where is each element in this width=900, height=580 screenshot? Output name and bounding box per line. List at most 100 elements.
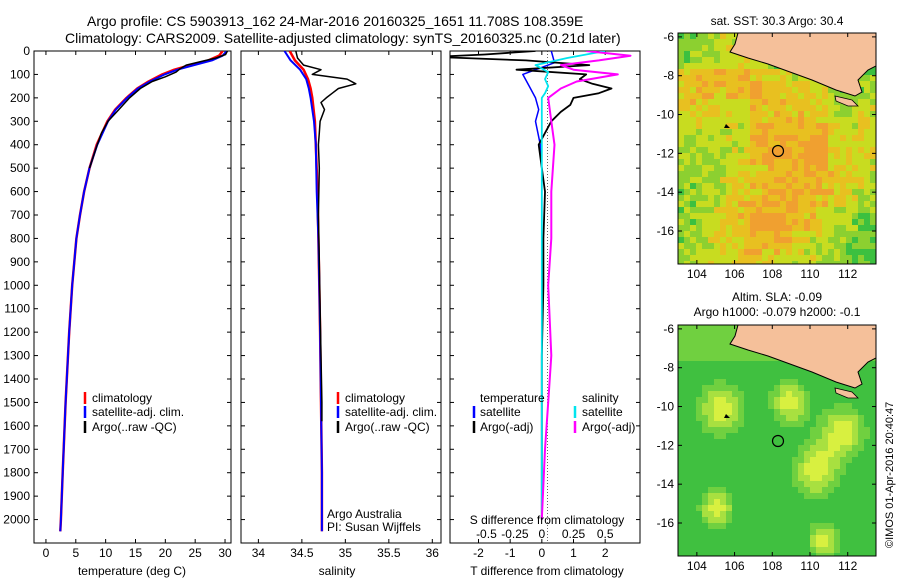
map-cell bbox=[768, 421, 775, 428]
map-cell bbox=[786, 487, 793, 494]
map-cell bbox=[696, 403, 703, 410]
map-cell bbox=[792, 403, 799, 410]
map-cell bbox=[744, 243, 751, 250]
map-cell bbox=[852, 421, 859, 428]
map-cell bbox=[768, 153, 775, 160]
map-cell bbox=[798, 373, 805, 380]
map-cell bbox=[720, 469, 727, 476]
map-cell bbox=[768, 135, 775, 142]
map-cell bbox=[816, 129, 823, 136]
map-cell bbox=[726, 219, 733, 226]
map-cell bbox=[810, 415, 817, 422]
map-cell bbox=[762, 415, 769, 422]
map-cell bbox=[834, 153, 841, 160]
map-cell bbox=[828, 505, 835, 512]
map-cell bbox=[834, 547, 841, 554]
map-cell bbox=[840, 469, 847, 476]
map-cell bbox=[714, 177, 721, 184]
map-cell bbox=[846, 481, 853, 488]
map-cell bbox=[870, 475, 876, 482]
map-cell bbox=[852, 219, 859, 226]
map-cell bbox=[780, 207, 787, 214]
y-tick-label: 600 bbox=[10, 185, 30, 199]
map-cell bbox=[762, 463, 769, 470]
map-cell bbox=[720, 243, 727, 250]
map-cell bbox=[798, 415, 805, 422]
map-cell bbox=[738, 427, 745, 434]
map-cell bbox=[732, 439, 739, 446]
map-cell bbox=[846, 213, 853, 220]
y-tick-label: 1800 bbox=[3, 466, 30, 480]
map-cell bbox=[720, 427, 727, 434]
map-cell bbox=[744, 135, 751, 142]
map-cell bbox=[828, 111, 835, 118]
map-cell bbox=[702, 111, 709, 118]
map-cell bbox=[858, 99, 865, 106]
map-cell bbox=[792, 469, 799, 476]
map-cell bbox=[786, 481, 793, 488]
series-argo-raw-qc- bbox=[295, 51, 357, 422]
map-cell bbox=[756, 75, 763, 82]
map-cell bbox=[732, 517, 739, 524]
map-cell bbox=[714, 433, 721, 440]
map-cell bbox=[798, 237, 805, 244]
lat-tick-label: -10 bbox=[657, 400, 675, 414]
map-cell bbox=[768, 75, 775, 82]
map-cell bbox=[714, 123, 721, 130]
map-cell bbox=[744, 469, 751, 476]
map-cell bbox=[774, 469, 781, 476]
map-cell bbox=[822, 475, 829, 482]
map-cell bbox=[744, 57, 751, 64]
map-cell bbox=[798, 165, 805, 172]
map-cell bbox=[870, 553, 876, 556]
map-cell bbox=[714, 355, 721, 362]
map-cell bbox=[726, 343, 733, 350]
map-cell bbox=[798, 81, 805, 88]
map-cell bbox=[744, 499, 751, 506]
map-cell bbox=[834, 147, 841, 154]
map-cell bbox=[768, 81, 775, 88]
map-cell bbox=[678, 511, 685, 518]
map-cell bbox=[780, 153, 787, 160]
map-cell bbox=[816, 237, 823, 244]
temperature-axes-frame bbox=[33, 50, 232, 544]
map-cell bbox=[798, 451, 805, 458]
map-cell bbox=[714, 159, 721, 166]
map-cell bbox=[774, 505, 781, 512]
map-cell bbox=[804, 409, 811, 416]
map-cell bbox=[714, 45, 721, 52]
map-cell bbox=[864, 249, 871, 256]
map-cell bbox=[810, 195, 817, 202]
map-cell bbox=[762, 469, 769, 476]
map-cell bbox=[798, 201, 805, 208]
map-cell bbox=[738, 409, 745, 416]
map-cell bbox=[780, 505, 787, 512]
map-cell bbox=[816, 451, 823, 458]
map-cell bbox=[750, 385, 757, 392]
map-cell bbox=[870, 159, 876, 166]
map-cell bbox=[870, 373, 876, 380]
x-tick-label: 36 bbox=[426, 546, 440, 560]
map-cell bbox=[732, 481, 739, 488]
map-cell bbox=[762, 433, 769, 440]
map-cell bbox=[786, 469, 793, 476]
map-cell bbox=[690, 367, 697, 374]
map-cell bbox=[840, 249, 847, 256]
map-cell bbox=[732, 541, 739, 548]
map-cell bbox=[708, 487, 715, 494]
map-cell bbox=[804, 141, 811, 148]
map-cell bbox=[780, 487, 787, 494]
map-cell bbox=[822, 99, 829, 106]
map-cell bbox=[774, 225, 781, 232]
map-cell bbox=[714, 535, 721, 542]
map-cell bbox=[798, 535, 805, 542]
map-cell bbox=[696, 463, 703, 470]
map-cell bbox=[834, 189, 841, 196]
map-cell bbox=[786, 237, 793, 244]
map-cell bbox=[678, 33, 685, 40]
map-cell bbox=[744, 421, 751, 428]
map-cell bbox=[738, 517, 745, 524]
map-cell bbox=[696, 445, 703, 452]
map-cell bbox=[738, 147, 745, 154]
map-cell bbox=[678, 541, 685, 548]
